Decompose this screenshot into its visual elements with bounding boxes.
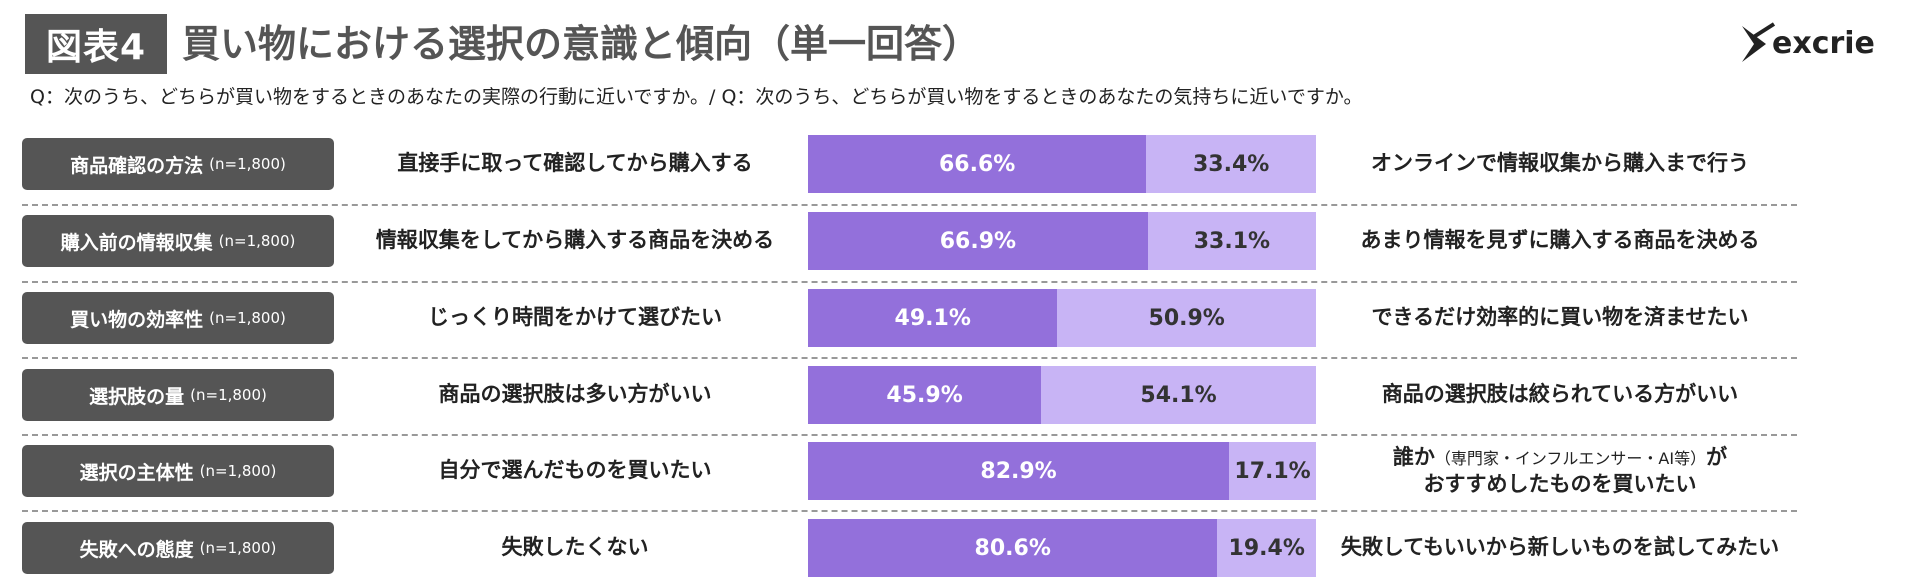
row-divider <box>22 204 1797 206</box>
bar-segment-right: 33.4% <box>1146 135 1316 193</box>
right-option-line-2: おすすめしたものを買いたい <box>1423 472 1697 496</box>
row-sample-size: (n=1,800) <box>199 462 277 480</box>
right-option-text: オンラインで情報収集から購入まで行う <box>1371 151 1749 176</box>
bar-segment-left: 80.6% <box>808 519 1218 577</box>
stacked-bar: 66.9% 33.1% <box>808 212 1316 270</box>
right-option-note: （専門家・インフルエンサー・AI等） <box>1434 448 1707 468</box>
row-category-name: 買い物の効率性 <box>70 308 204 331</box>
left-option-text: 商品の選択肢は多い方がいい <box>438 382 712 407</box>
bar-segment-left: 66.9% <box>808 212 1148 270</box>
row-category-name: 失敗への態度 <box>79 538 194 561</box>
stacked-bar: 66.6% 33.4% <box>808 135 1316 193</box>
bar-segment-right: 54.1% <box>1041 366 1316 424</box>
row-divider <box>22 510 1797 512</box>
bar-segment-left: 66.6% <box>808 135 1147 193</box>
right-option-line-1-start: 誰か <box>1392 444 1435 469</box>
row-divider <box>22 434 1797 436</box>
stacked-bar: 80.6% 19.4% <box>808 519 1316 577</box>
bar-segment-right: 19.4% <box>1217 519 1316 577</box>
row-sample-size: (n=1,800) <box>209 155 286 173</box>
bar-segment-left: 49.1% <box>808 289 1058 347</box>
chart-row: 選択肢の量 (n=1,800) 商品の選択肢は多い方がいい 45.9% 54.1… <box>0 357 1919 433</box>
right-option-text: あまり情報を見ずに購入する商品を決める <box>1360 228 1760 253</box>
row-category-label: 購入前の情報収集 (n=1,800) <box>22 215 334 267</box>
logo-text: excrie <box>1772 26 1875 61</box>
left-option-text: じっくり時間をかけて選びたい <box>428 305 722 330</box>
chart-row: 商品確認の方法 (n=1,800) 直接手に取って確認してから購入する 66.6… <box>0 126 1919 202</box>
row-sample-size: (n=1,800) <box>209 309 286 327</box>
right-option-text: 商品の選択肢は絞られている方がいい <box>1381 382 1739 407</box>
row-category-name: 商品確認の方法 <box>70 154 204 177</box>
right-option-line-1: 誰か（専門家・インフルエンサー・AI等）が <box>1393 444 1727 471</box>
left-option-text: 失敗したくない <box>501 535 649 560</box>
row-sample-size: (n=1,800) <box>199 539 277 557</box>
chart-row: 失敗への態度 (n=1,800) 失敗したくない 80.6% 19.4% 失敗し… <box>0 510 1919 586</box>
stacked-bar: 49.1% 50.9% <box>808 289 1316 347</box>
chart-row: 購入前の情報収集 (n=1,800) 情報収集をしてから購入する商品を決める 6… <box>0 203 1919 279</box>
right-option-text: できるだけ効率的に買い物を済ませたい <box>1371 305 1749 330</box>
bar-segment-left: 45.9% <box>808 366 1042 424</box>
figure-number-badge: 図表4 <box>25 14 167 74</box>
bar-segment-right: 50.9% <box>1057 289 1316 347</box>
chart-title: 買い物における選択の意識と傾向（単一回答） <box>182 22 981 66</box>
row-category-label: 失敗への態度 (n=1,800) <box>22 522 334 574</box>
bar-segment-right: 17.1% <box>1229 442 1316 500</box>
row-category-name: 選択肢の量 <box>89 385 185 408</box>
row-divider <box>22 357 1797 359</box>
row-sample-size: (n=1,800) <box>190 386 267 404</box>
bar-segment-left: 82.9% <box>808 442 1230 500</box>
right-option-text: 失敗してもいいから新しいものを試してみたい <box>1340 535 1780 560</box>
chart-row: 選択の主体性 (n=1,800) 自分で選んだものを買いたい 82.9% 17.… <box>0 433 1919 509</box>
survey-question: Q：次のうち、どちらが買い物をするときのあなたの実際の行動に近いですか。/ Q：… <box>30 86 1363 108</box>
chart-row: 買い物の効率性 (n=1,800) じっくり時間をかけて選びたい 49.1% 5… <box>0 280 1919 356</box>
excrie-logo-icon <box>1742 22 1776 62</box>
stacked-bar: 82.9% 17.1% <box>808 442 1316 500</box>
bar-segment-right: 33.1% <box>1147 212 1316 270</box>
row-category-label: 選択肢の量 (n=1,800) <box>22 369 334 421</box>
row-category-label: 選択の主体性 (n=1,800) <box>22 445 334 497</box>
row-divider <box>22 281 1797 283</box>
left-option-text: 直接手に取って確認してから購入する <box>397 151 753 176</box>
left-option-text: 情報収集をしてから購入する商品を決める <box>375 228 775 253</box>
row-sample-size: (n=1,800) <box>218 232 296 250</box>
left-option-text: 自分で選んだものを買いたい <box>438 458 712 483</box>
stacked-bar: 45.9% 54.1% <box>808 366 1316 424</box>
right-option-text: 誰か（専門家・インフルエンサー・AI等）が おすすめしたものを買いたい <box>1320 433 1800 509</box>
row-category-name: 選択の主体性 <box>79 461 194 484</box>
right-option-line-1-end: が <box>1706 444 1728 469</box>
row-category-label: 買い物の効率性 (n=1,800) <box>22 292 334 344</box>
row-category-label: 商品確認の方法 (n=1,800) <box>22 138 334 190</box>
row-category-name: 購入前の情報収集 <box>60 231 213 254</box>
